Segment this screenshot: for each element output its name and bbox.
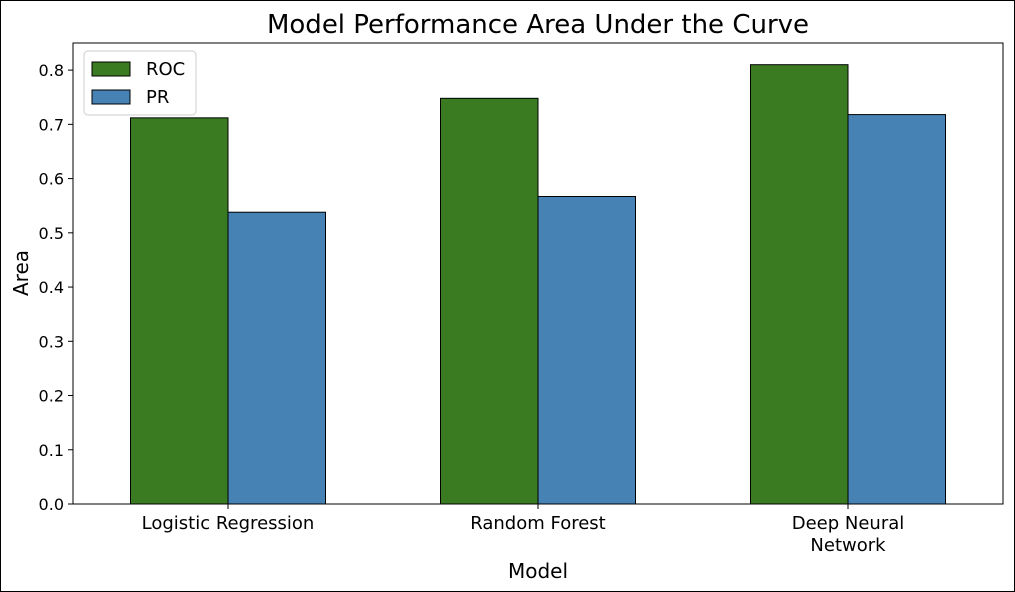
bar-roc-1 — [440, 97, 539, 505]
y-tick-label: 0.4 — [39, 278, 64, 297]
y-tick-label: 0.2 — [39, 387, 64, 406]
y-tick-label: 0.3 — [39, 332, 64, 351]
legend-swatch-pr — [91, 89, 131, 105]
y-tick-label: 0.0 — [39, 495, 64, 514]
y-tick-label: 0.8 — [39, 61, 64, 80]
bar-pr-2 — [847, 114, 946, 505]
bars-layer — [130, 64, 946, 505]
bar-pr-0 — [227, 211, 326, 505]
chart-title: Model Performance Area Under the Curve — [267, 10, 809, 40]
x-tick-label: Deep Neural Network — [792, 513, 905, 556]
bar-roc-2 — [750, 64, 849, 505]
y-tick-label: 0.6 — [39, 170, 64, 189]
legend-label-pr: PR — [146, 87, 169, 108]
x-axis-label: Model — [508, 559, 568, 583]
y-tick-label: 0.7 — [39, 115, 64, 134]
bar-pr-1 — [537, 195, 636, 505]
plot-area-border — [72, 42, 1004, 505]
bar-roc-0 — [130, 117, 229, 505]
y-axis-label: Area — [9, 250, 33, 296]
ticks-layer: 0.0 0.1 0.2 0.3 0.4 0.5 0.6 0.7 0.8 Logistic Regr… — [39, 61, 905, 556]
legend: ROC PR — [83, 50, 197, 116]
y-tick-label: 0.5 — [39, 224, 64, 243]
x-tick-label: Random Forest — [470, 513, 605, 534]
y-tick-label: 0.1 — [39, 441, 64, 460]
x-tick-label: Logistic Regression — [142, 513, 315, 534]
legend-label-roc: ROC — [146, 59, 185, 80]
legend-swatch-roc — [91, 61, 131, 77]
